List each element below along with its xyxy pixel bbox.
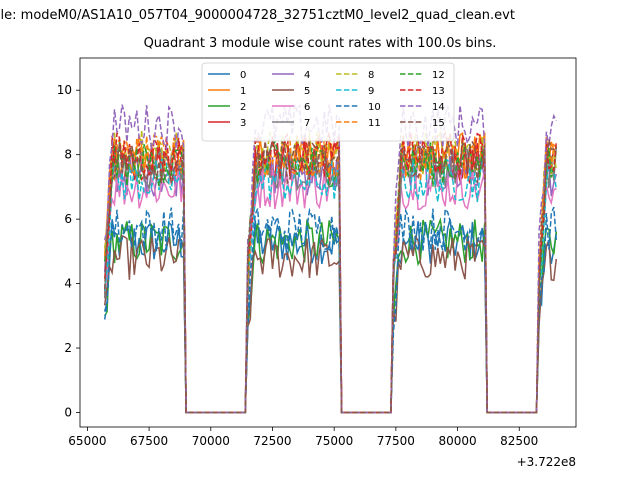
legend-label-10: 10 bbox=[368, 102, 381, 113]
legend-label-11: 11 bbox=[368, 118, 381, 129]
x-offset-label: +3.722e8 bbox=[517, 455, 576, 469]
legend-label-13: 13 bbox=[432, 86, 445, 97]
x-tick-label: 67500 bbox=[130, 434, 168, 448]
series-line-6 bbox=[103, 165, 557, 414]
x-tick-label: 65000 bbox=[68, 434, 106, 448]
legend-label-1: 1 bbox=[240, 86, 246, 97]
x-tick-label: 75000 bbox=[315, 434, 353, 448]
y-tick-label: 4 bbox=[64, 277, 72, 291]
x-tick-label: 80000 bbox=[438, 434, 476, 448]
legend-label-3: 3 bbox=[240, 118, 246, 129]
x-axis: 65000 67500 70000 72500 75000 77500 80000 82500 bbox=[68, 427, 538, 448]
legend-label-9: 9 bbox=[368, 86, 374, 97]
axes-frame bbox=[79, 57, 577, 428]
series-line-10 bbox=[103, 206, 558, 414]
series-line-8 bbox=[103, 130, 558, 414]
y-tick-label: 2 bbox=[64, 341, 72, 355]
legend-label-4: 4 bbox=[304, 70, 310, 81]
chart-title: Quadrant 3 module wise count rates with … bbox=[143, 36, 497, 51]
y-tick-label: 0 bbox=[64, 405, 72, 419]
y-axis: 0 2 4 6 8 10 bbox=[57, 83, 80, 419]
legend-label-14: 14 bbox=[432, 102, 445, 113]
legend-label-12: 12 bbox=[432, 70, 445, 81]
x-tick-label: 70000 bbox=[192, 434, 230, 448]
y-tick-label: 10 bbox=[57, 83, 72, 97]
series-line-2 bbox=[104, 216, 558, 414]
legend-label-7: 7 bbox=[304, 118, 310, 129]
legend-label-5: 5 bbox=[304, 86, 310, 97]
x-tick-label: 82500 bbox=[500, 434, 538, 448]
y-tick-label: 8 bbox=[64, 148, 72, 162]
legend-label-2: 2 bbox=[240, 102, 246, 113]
x-tick-label: 72500 bbox=[253, 434, 291, 448]
series-line-5 bbox=[103, 234, 558, 414]
series-layer bbox=[103, 104, 558, 414]
legend-label-0: 0 bbox=[240, 70, 246, 81]
y-tick-label: 6 bbox=[64, 212, 72, 226]
x-tick-label: 77500 bbox=[377, 434, 415, 448]
series-line-0 bbox=[103, 219, 558, 414]
legend-label-6: 6 bbox=[304, 102, 310, 113]
legend-label-15: 15 bbox=[432, 118, 445, 129]
series-line-4 bbox=[103, 149, 558, 414]
figure-suptitle: n file: modeM0/AS1A10_057T04_9000004728_… bbox=[0, 8, 515, 23]
series-line-15 bbox=[103, 139, 557, 414]
legend-box bbox=[201, 62, 455, 142]
legend-label-8: 8 bbox=[368, 70, 374, 81]
